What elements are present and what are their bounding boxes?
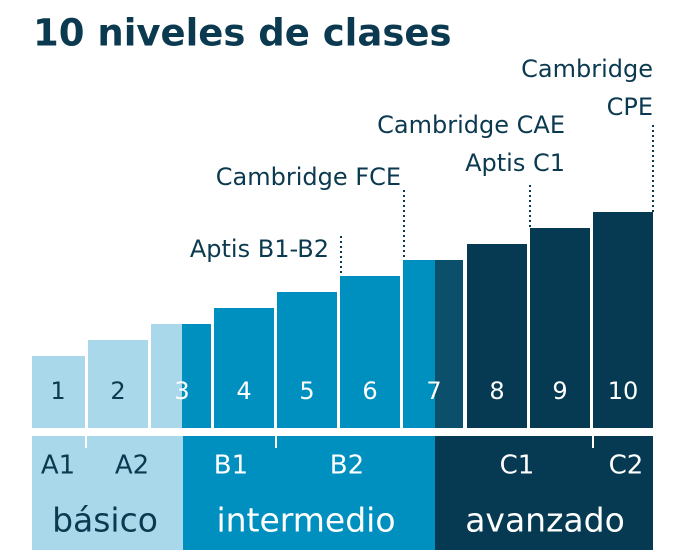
bar [593,212,653,428]
cefr-label: A1 [41,451,75,481]
level-number: 2 [110,377,125,405]
exam-label: CPE [607,93,653,121]
bar [403,260,435,428]
bar [214,308,274,428]
cefr-label: C1 [500,451,535,481]
exam-label: Cambridge CAE [377,111,565,139]
bar [88,340,148,428]
exam-label: Cambridge FCE [216,163,401,191]
exam-label: Cambridge [521,55,653,83]
bar [151,324,182,428]
exam-label: Aptis B1-B2 [190,235,329,263]
level-number: 5 [299,377,314,405]
band-intermediate [183,436,435,550]
cefr-label: B1 [214,451,248,481]
title: 10 niveles de clases [33,12,451,55]
bar [435,260,463,428]
group-label: intermedio [216,501,395,540]
level-number: 6 [362,377,377,405]
group-label: básico [52,501,158,540]
level-number: 10 [608,377,639,405]
cefr-label: A2 [115,451,149,481]
level-number: 8 [489,377,504,405]
exam-label: Aptis C1 [465,149,565,177]
bar [277,292,337,428]
band-advanced [435,436,653,550]
level-number: 1 [50,377,65,405]
band [32,436,653,550]
cefr-label: B2 [330,451,364,481]
level-number: 9 [552,377,567,405]
level-number: 3 [174,377,189,405]
bar [530,228,590,428]
bar [340,276,400,428]
bars [32,212,653,428]
band-basic [32,436,183,550]
level-number: 7 [426,377,441,405]
bar [32,356,85,428]
group-label: avanzado [465,501,625,540]
level-number: 4 [236,377,251,405]
cefr-label: C2 [609,451,644,481]
bar [467,244,527,428]
bar [182,324,211,428]
